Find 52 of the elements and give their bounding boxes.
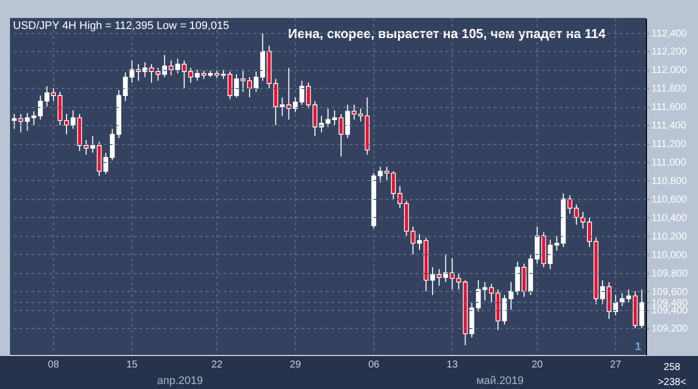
y-tick-label: 112,400 — [652, 28, 688, 40]
candlestick — [84, 139, 89, 156]
candlestick — [12, 114, 17, 130]
candlestick — [280, 96, 285, 116]
text: 258 — [664, 362, 681, 373]
text: >238< — [658, 377, 686, 388]
candlestick — [378, 166, 383, 183]
candlestick — [18, 114, 24, 133]
x-tick-label: 13 — [446, 360, 458, 370]
candlestick — [188, 67, 194, 84]
y-tick-label: 110,200 — [652, 231, 688, 242]
candlestick — [358, 108, 364, 122]
candlestick — [194, 69, 200, 82]
y-tick-label: 112,000 — [652, 65, 688, 76]
y-tick-label: 110,600 — [652, 194, 688, 206]
x-tick-label: 20 — [532, 360, 544, 370]
x-tick-label: 08 — [48, 360, 60, 370]
y-tick-label: 111,200 — [652, 139, 687, 150]
candlestick — [384, 166, 390, 181]
chart-title: USD/JPY 4H High = 112,395 Low = 109,015 — [13, 20, 230, 32]
text: май.2019 — [476, 375, 524, 387]
candlestick — [90, 136, 96, 154]
y-tick-label: 110,800 — [652, 176, 688, 187]
candlestick — [476, 280, 481, 312]
y-tick-label: 111,800 — [652, 84, 687, 95]
x-tick-label: 15 — [126, 360, 138, 370]
candlestick — [626, 288, 632, 303]
candlestick — [620, 292, 625, 307]
annotation: 1 — [634, 341, 642, 353]
y-tick-label: 112,200 — [652, 46, 688, 58]
candlestick — [554, 235, 560, 252]
y-tick-label: 111,400 — [652, 120, 687, 132]
x-tick-label: 06 — [368, 360, 380, 370]
x-tick-label: 22 — [211, 360, 223, 370]
y-tick-label: 111,000 — [652, 158, 687, 169]
y-tick-label: 109,800 — [652, 268, 688, 280]
candlestick — [292, 96, 298, 113]
candlestick — [273, 78, 278, 126]
candlestick — [456, 272, 462, 290]
y-tick-label: 110,400 — [652, 212, 688, 224]
x-tick-label: 29 — [290, 360, 302, 370]
text: апр.2019 — [157, 375, 203, 387]
candlestick — [639, 288, 644, 329]
x-tick-label: 27 — [610, 360, 622, 370]
candlestick — [24, 112, 30, 132]
y-tick-label: 110,000 — [652, 250, 688, 261]
y-tick-label: 111,600 — [652, 102, 687, 114]
candlestick — [548, 239, 553, 270]
y-tick-label: 109,200 — [652, 324, 688, 335]
y-tick-label: 109,600 — [652, 286, 688, 298]
candlestick — [110, 128, 115, 161]
candlestick — [175, 58, 180, 74]
